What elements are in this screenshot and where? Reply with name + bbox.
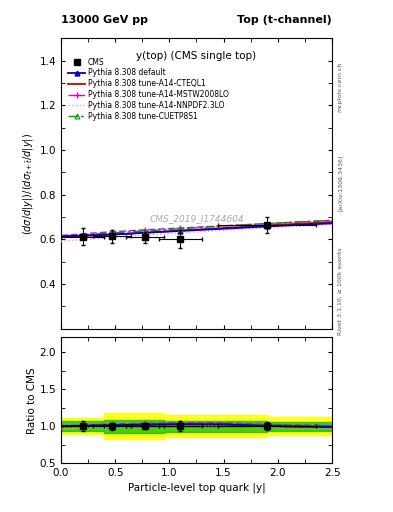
Text: Rivet 3.1.10, ≥ 100k events: Rivet 3.1.10, ≥ 100k events [338, 247, 343, 335]
Text: CMS_2019_I1744604: CMS_2019_I1744604 [149, 214, 244, 223]
Text: Top (t-channel): Top (t-channel) [237, 14, 332, 25]
Y-axis label: Ratio to CMS: Ratio to CMS [27, 367, 37, 434]
Legend: CMS, Pythia 8.308 default, Pythia 8.308 tune-A14-CTEQL1, Pythia 8.308 tune-A14-M: CMS, Pythia 8.308 default, Pythia 8.308 … [68, 57, 230, 122]
Text: [arXiv:1306.3436]: [arXiv:1306.3436] [338, 155, 343, 211]
Text: y(top) (CMS single top): y(top) (CMS single top) [136, 52, 257, 61]
Y-axis label: $(d\sigma/d|y|)/(d\sigma_{t+\bar{t}}/d|y|)$: $(d\sigma/d|y|)/(d\sigma_{t+\bar{t}}/d|y… [21, 133, 35, 234]
Text: 13000 GeV pp: 13000 GeV pp [61, 14, 148, 25]
X-axis label: Particle-level top quark |y|: Particle-level top quark |y| [128, 482, 265, 493]
Text: mcplots.cern.ch: mcplots.cern.ch [338, 61, 343, 112]
